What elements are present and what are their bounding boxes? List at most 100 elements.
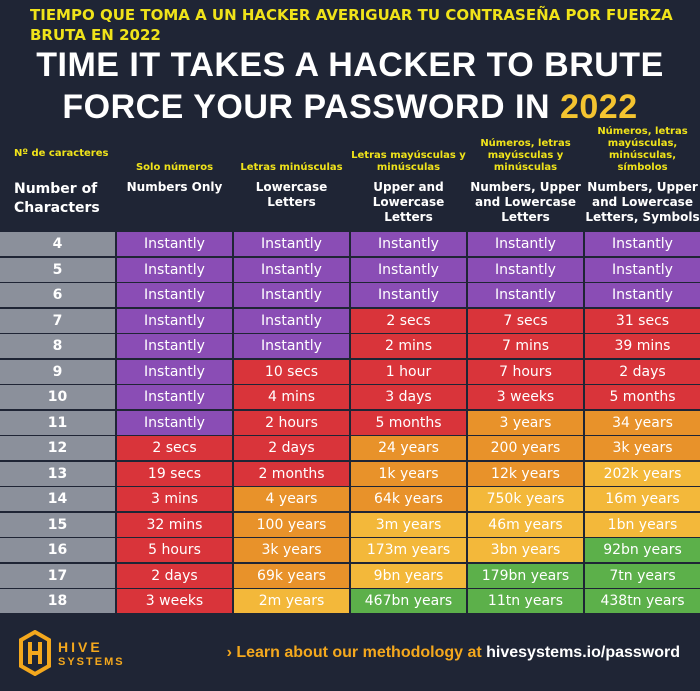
time-cell: Instantly: [234, 283, 349, 307]
time-cell: 10 secs: [234, 359, 349, 384]
title-year: 2022: [559, 88, 638, 126]
column-header-2: Letras minúsculas Lowercase Letters: [234, 134, 349, 226]
time-cell: 24 years: [351, 436, 466, 460]
chevron-right-icon: ›: [226, 644, 237, 661]
character-count-cell: 18: [0, 589, 115, 613]
table-row: 17 2 days 69k years 9bn years 179bn years 7tn…: [0, 563, 700, 588]
time-cell: 750k years: [468, 487, 583, 511]
table-row: 4 Instantly Instantly Instantly Instantly Ins…: [0, 232, 700, 256]
table-row: 5 Instantly Instantly Instantly Instantly Ins…: [0, 257, 700, 282]
time-cell: Instantly: [117, 334, 232, 358]
table-row: 18 3 weeks 2m years 467bn years 11tn years 43…: [0, 589, 700, 613]
time-cell: Instantly: [117, 257, 232, 282]
time-cell: 7 secs: [468, 308, 583, 333]
time-cell: Instantly: [468, 257, 583, 282]
character-count-cell: 14: [0, 487, 115, 511]
time-cell: 2m years: [234, 589, 349, 613]
time-cell: 31 secs: [585, 308, 700, 333]
time-cell: 69k years: [234, 563, 349, 588]
time-cell: 4 mins: [234, 385, 349, 409]
page-title: TIME IT TAKES A HACKER TO BRUTE FORCE YO…: [0, 44, 700, 128]
time-cell: Instantly: [234, 334, 349, 358]
time-cell: 39 mins: [585, 334, 700, 358]
table-row: 16 5 hours 3k years 173m years 3bn years 92bn…: [0, 538, 700, 562]
time-cell: 19 secs: [117, 461, 232, 486]
time-cell: Instantly: [117, 283, 232, 307]
time-cell: 7tn years: [585, 563, 700, 588]
column-header-es: Números, letras mayúsculas, minúsculas, …: [597, 126, 688, 173]
logo-line-2: SYSTEMS: [58, 656, 125, 668]
time-cell: Instantly: [468, 283, 583, 307]
time-cell: 46m years: [468, 512, 583, 537]
time-cell: Instantly: [351, 283, 466, 307]
time-cell: Instantly: [117, 359, 232, 384]
column-header-es: Nº de caracteres: [14, 148, 109, 159]
column-header-es: Solo números: [135, 162, 214, 173]
table-row: 11 Instantly 2 hours 5 months 3 years 34 year…: [0, 410, 700, 435]
time-cell: 5 hours: [117, 538, 232, 562]
character-count-cell: 12: [0, 436, 115, 460]
time-cell: 5 months: [351, 410, 466, 435]
time-cell: 11tn years: [468, 589, 583, 613]
spanish-banner-text: TIEMPO QUE TOMA A UN HACKER AVERIGUAR TU…: [30, 6, 673, 44]
column-header-0: Nº de caracteres Number of Characters: [0, 134, 115, 226]
time-cell: 3 days: [351, 385, 466, 409]
column-header-3: Letras mayúsculas y minúsculas Upper and …: [351, 134, 466, 226]
time-cell: 2 hours: [234, 410, 349, 435]
column-header-es: Letras minúsculas: [240, 162, 343, 173]
character-count-cell: 6: [0, 283, 115, 307]
column-header-en: Lowercase Letters: [255, 180, 328, 209]
character-count-cell: 16: [0, 538, 115, 562]
methodology-link[interactable]: › Learn about our methodology at hivesys…: [227, 644, 680, 662]
character-count-cell: 4: [0, 232, 115, 256]
time-cell: 34 years: [585, 410, 700, 435]
character-count-cell: 7: [0, 308, 115, 333]
time-cell: 2 days: [234, 436, 349, 460]
time-cell: 3 mins: [117, 487, 232, 511]
column-header-en: Upper and Lowercase Letters: [372, 180, 445, 224]
time-cell: 1bn years: [585, 512, 700, 537]
time-cell: 179bn years: [468, 563, 583, 588]
time-cell: 100 years: [234, 512, 349, 537]
time-cell: 202k years: [585, 461, 700, 486]
table-header: Nº de caracteres Number of Characters Solo…: [0, 126, 700, 226]
character-count-cell: 9: [0, 359, 115, 384]
time-cell: 2 months: [234, 461, 349, 486]
character-count-cell: 11: [0, 410, 115, 435]
time-cell: 12k years: [468, 461, 583, 486]
column-header-en: Numbers Only: [126, 180, 223, 194]
time-cell: Instantly: [234, 257, 349, 282]
time-cell: 3k years: [585, 436, 700, 460]
table-row: 6 Instantly Instantly Instantly Instantly Ins…: [0, 283, 700, 307]
hive-systems-logo[interactable]: HIVE SYSTEMS: [18, 629, 138, 680]
time-cell: Instantly: [351, 257, 466, 282]
time-cell: 2 secs: [117, 436, 232, 460]
character-count-cell: 10: [0, 385, 115, 409]
time-cell: 3 weeks: [468, 385, 583, 409]
character-count-cell: 13: [0, 461, 115, 486]
character-count-cell: 17: [0, 563, 115, 588]
time-cell: Instantly: [117, 385, 232, 409]
time-cell: 3k years: [234, 538, 349, 562]
methodology-url: hivesystems.io/password: [486, 644, 680, 661]
time-cell: 1 hour: [351, 359, 466, 384]
table-row: 9 Instantly 10 secs 1 hour 7 hours 2 days: [0, 359, 700, 384]
character-count-cell: 5: [0, 257, 115, 282]
table-row: 8 Instantly Instantly 2 mins 7 mins 39 mins: [0, 334, 700, 358]
time-cell: 9bn years: [351, 563, 466, 588]
table-row: 7 Instantly Instantly 2 secs 7 secs 31 secs: [0, 308, 700, 333]
time-cell: 2 secs: [351, 308, 466, 333]
time-cell: 438tn years: [585, 589, 700, 613]
logo-text: HIVE SYSTEMS: [58, 640, 125, 670]
time-cell: 1k years: [351, 461, 466, 486]
title-line-2: FORCE YOUR PASSWORD IN 2022: [0, 86, 700, 128]
column-header-1: Solo números Numbers Only: [117, 134, 232, 226]
time-cell: 92bn years: [585, 538, 700, 562]
title-line-1: TIME IT TAKES A HACKER TO BRUTE: [36, 46, 664, 84]
column-header-es: Números, letras mayúsculas y minúsculas: [480, 138, 571, 173]
time-cell: Instantly: [117, 410, 232, 435]
time-cell: 3bn years: [468, 538, 583, 562]
hexagon-logo-icon: [19, 629, 51, 677]
time-cell: 4 years: [234, 487, 349, 511]
column-header-4: Números, letras mayúsculas y minúsculas N…: [468, 134, 583, 226]
